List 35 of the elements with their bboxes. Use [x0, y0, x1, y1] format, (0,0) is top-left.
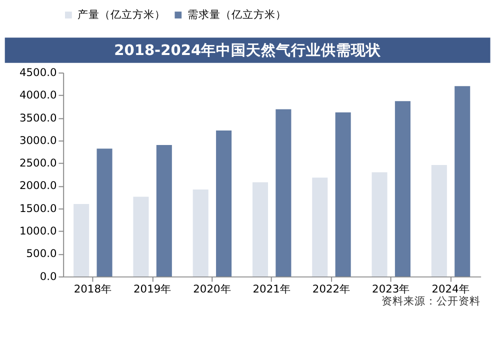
y-tick-label: 4500.0 — [20, 66, 58, 79]
bar — [335, 112, 351, 276]
bar — [394, 101, 410, 276]
bar — [454, 86, 470, 276]
bar — [431, 164, 447, 276]
x-tick-label: 2020年 — [193, 282, 232, 296]
bar — [133, 196, 149, 276]
bar — [156, 145, 172, 276]
y-tick-label: 1000.0 — [20, 224, 58, 238]
x-tick-label: 2023年 — [372, 282, 410, 296]
legend-label: 产量（亿立方米） — [78, 8, 166, 21]
bar — [372, 172, 388, 276]
legend-label: 需求量（亿立方米） — [187, 8, 286, 21]
y-tick-label: 4000.0 — [20, 88, 58, 102]
y-tick-label: 3000.0 — [20, 134, 58, 147]
bar — [252, 182, 268, 276]
y-tick-label: 2000.0 — [20, 179, 58, 192]
text: 资料来源：公开资料 — [382, 294, 481, 308]
bar — [96, 148, 112, 276]
y-tick-label: 1500.0 — [20, 202, 58, 215]
chart-title: 2018-2024年中国天然气行业供需现状 — [114, 42, 382, 60]
bar — [192, 189, 208, 276]
x-tick-label: 2022年 — [312, 282, 351, 296]
x-tick-label: 2024年 — [432, 282, 470, 296]
y-tick-label: 500.0 — [26, 247, 58, 260]
y-tick-label: 2500.0 — [20, 156, 58, 170]
bar — [276, 109, 292, 276]
bar — [216, 130, 232, 276]
x-tick-label: 2021年 — [252, 282, 291, 296]
x-tick-label: 2018年 — [74, 282, 112, 296]
y-tick-label: 0.0 — [40, 270, 58, 283]
bar — [312, 178, 328, 276]
bar — [74, 204, 90, 276]
y-tick-label: 3500.0 — [20, 111, 58, 124]
x-tick-label: 2019年 — [134, 282, 172, 296]
